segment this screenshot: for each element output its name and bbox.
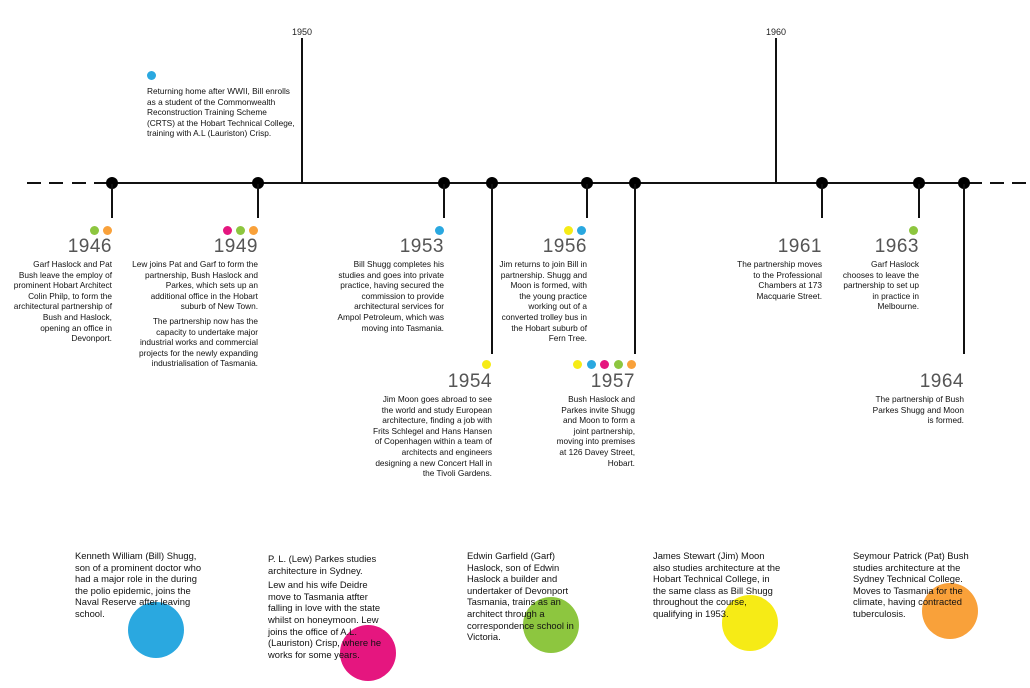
- event-description-1954: Jim Moon goes abroad to see the world an…: [370, 394, 492, 483]
- event-node-1957: [629, 177, 641, 189]
- event-stem-1946: [111, 184, 113, 218]
- bio-paragraph: Lew and his wife Deidre move to Tasmania…: [268, 579, 382, 660]
- event-year-1963: 1963: [874, 236, 919, 257]
- bio-circle-bill: [128, 602, 184, 658]
- event-node-1953: [438, 177, 450, 189]
- bio-jim: James Stewart (Jim) Moon also studies ar…: [653, 550, 783, 623]
- event-paragraph: Lew joins Pat and Garf to form the partn…: [132, 259, 258, 312]
- decade-tick-1960: [775, 38, 777, 184]
- axis-dash: [94, 182, 108, 184]
- event-node-1954: [486, 177, 498, 189]
- axis-dash: [27, 182, 41, 184]
- bio-paragraph: James Stewart (Jim) Moon also studies ar…: [653, 550, 781, 619]
- event-node-1963: [913, 177, 925, 189]
- timeline-axis: [112, 182, 964, 184]
- event-year-1964: 1964: [919, 371, 964, 392]
- person-dot-garf: [90, 226, 99, 235]
- event-paragraph: Bush Haslock and Parkes invite Shugg and…: [556, 394, 635, 468]
- event-node-1961: [816, 177, 828, 189]
- axis-dash: [49, 182, 63, 184]
- person-dot-lew: [600, 360, 609, 369]
- person-dot-jim: [482, 360, 491, 369]
- event-paragraph: Garf Haslock chooses to leave the partne…: [842, 259, 919, 312]
- person-dot-pat: [249, 226, 258, 235]
- axis-dash: [990, 182, 1004, 184]
- person-dot-bill: [435, 226, 444, 235]
- person-dot-garf: [909, 226, 918, 235]
- bio-paragraph: P. L. (Lew) Parkes studies architecture …: [268, 553, 377, 576]
- event-description-1961: The partnership moves to the Professiona…: [735, 259, 822, 305]
- event-description-1963: Garf Haslock chooses to leave the partne…: [842, 259, 919, 316]
- person-dot-pat: [103, 226, 112, 235]
- person-dot-bill: [587, 360, 596, 369]
- bio-circle-garf: [523, 597, 579, 653]
- event-paragraph: The partnership of Bush Parkes Shugg and…: [872, 394, 964, 426]
- event-stem-1953: [443, 184, 445, 218]
- event-stem-1964: [963, 184, 965, 354]
- person-dot-garf: [614, 360, 623, 369]
- bio-paragraph: Kenneth William (Bill) Shugg, son of a p…: [75, 550, 202, 619]
- axis-dash: [1012, 182, 1026, 184]
- person-dot-pat: [627, 360, 636, 369]
- event-paragraph: Bill Shugg completes his studies and goe…: [337, 259, 444, 333]
- event-description-1953: Bill Shugg completes his studies and goe…: [330, 259, 444, 337]
- event-stem-1961: [821, 184, 823, 218]
- bio-garf: Edwin Garfield (Garf) Haslock, son of Ed…: [467, 550, 585, 646]
- person-dot-lew: [223, 226, 232, 235]
- event-year-1957: 1957: [590, 371, 635, 392]
- event-stem-1957: [634, 184, 636, 354]
- event-paragraph: Garf Haslock and Pat Bush leave the empl…: [13, 259, 112, 344]
- event-description-1956: Jim returns to join Bill in partnership.…: [497, 259, 587, 348]
- event-year-1961: 1961: [777, 236, 822, 257]
- event-description-1957: Bush Haslock and Parkes invite Shugg and…: [550, 394, 635, 472]
- event-description-1946: Garf Haslock and Pat Bush leave the empl…: [12, 259, 112, 348]
- event-year-1953: 1953: [399, 236, 444, 257]
- axis-dash: [72, 182, 86, 184]
- bio-pat: Seymour Patrick (Pat) Bush studies archi…: [853, 550, 981, 623]
- event-node-1949: [252, 177, 264, 189]
- bio-circle-jim: [722, 595, 778, 651]
- event-node-1956: [581, 177, 593, 189]
- decade-label-1950: 1950: [292, 27, 313, 37]
- person-dot-bill: [147, 71, 156, 80]
- event-paragraph: Jim Moon goes abroad to see the world an…: [373, 394, 492, 479]
- bio-bill: Kenneth William (Bill) Shugg, son of a p…: [75, 550, 203, 623]
- event-stem-1963: [918, 184, 920, 218]
- event-year-1946: 1946: [67, 236, 112, 257]
- event-description-1949: Lew joins Pat and Garf to form the partn…: [130, 259, 258, 373]
- bio-circle-pat: [922, 583, 978, 639]
- event-paragraph: The partnership now has the capacity to …: [139, 315, 258, 369]
- person-dot-bill: [577, 226, 586, 235]
- bio-paragraph: Edwin Garfield (Garf) Haslock, son of Ed…: [467, 550, 574, 643]
- event-year-1949: 1949: [213, 236, 258, 257]
- event-node-1946: [106, 177, 118, 189]
- person-dot-garf: [236, 226, 245, 235]
- event-node-1964: [958, 177, 970, 189]
- event-year-1954: 1954: [447, 371, 492, 392]
- axis-dash: [968, 182, 982, 184]
- person-dot-jim: [564, 226, 573, 235]
- event-paragraph: The partnership moves to the Professiona…: [737, 259, 822, 301]
- decade-label-1960: 1960: [766, 27, 787, 37]
- bio-circle-lew: [340, 625, 396, 681]
- bio-paragraph: Seymour Patrick (Pat) Bush studies archi…: [853, 550, 969, 619]
- event-stem-1954: [491, 184, 493, 354]
- event-description-1964: The partnership of Bush Parkes Shugg and…: [868, 394, 964, 430]
- event-year-1956: 1956: [542, 236, 587, 257]
- person-dot-jim: [573, 360, 582, 369]
- event-stem-1949: [257, 184, 259, 218]
- bio-lew: P. L. (Lew) Parkes studies architecture …: [268, 553, 393, 663]
- event-paragraph: Jim returns to join Bill in partnership.…: [499, 259, 587, 344]
- decade-tick-1950: [301, 38, 303, 184]
- intro-text: Returning home after WWII, Bill enrolls …: [147, 86, 295, 139]
- event-stem-1956: [586, 184, 588, 218]
